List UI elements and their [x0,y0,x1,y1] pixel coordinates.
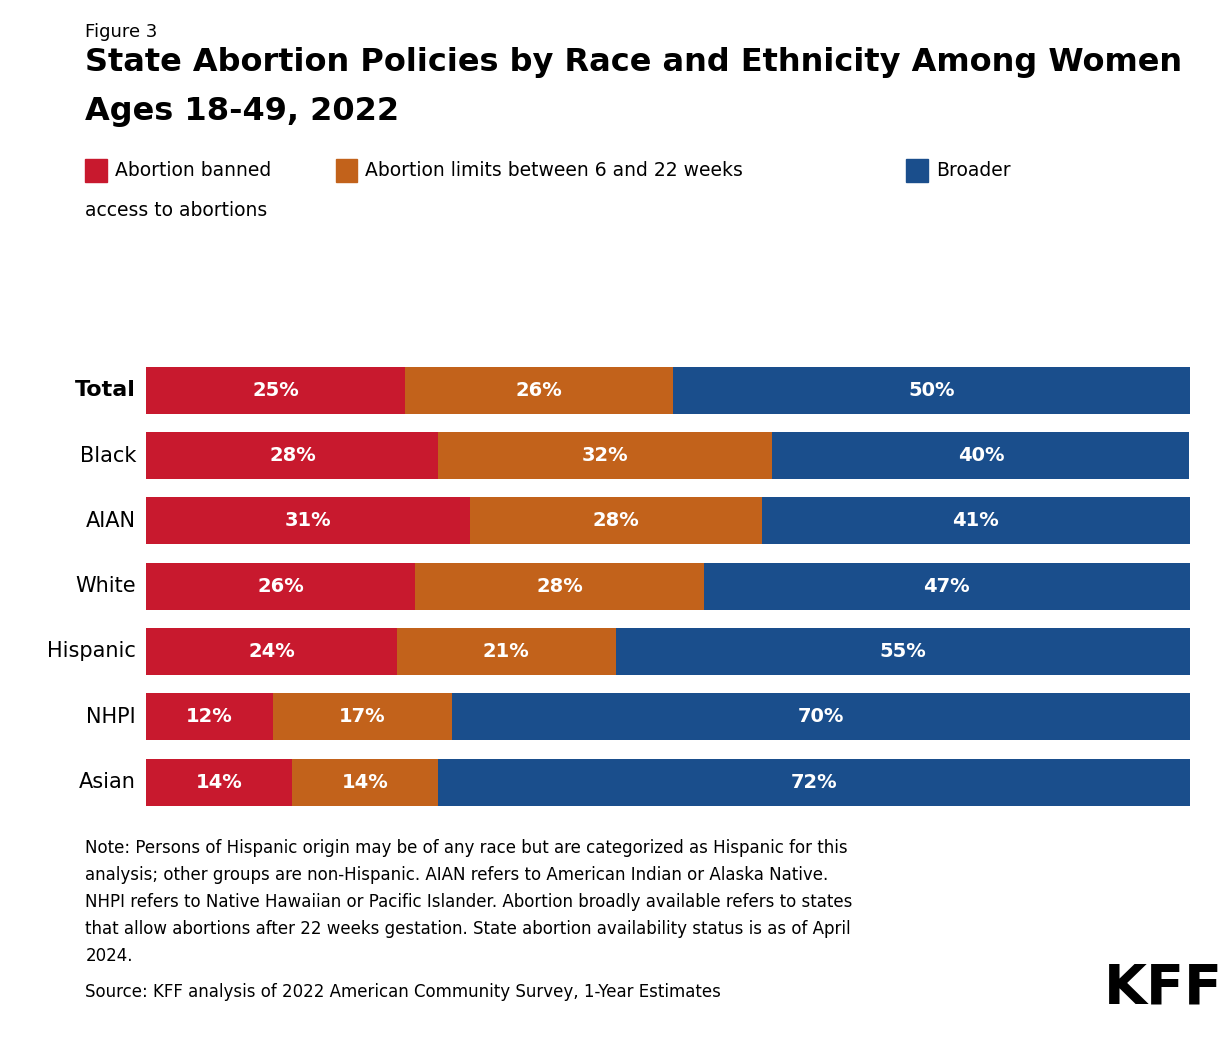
Bar [146,563,415,610]
Bar [772,432,1190,479]
Text: 12%: 12% [187,708,233,726]
Text: 25%: 25% [253,380,299,400]
Text: 2024.: 2024. [85,947,133,965]
Text: 28%: 28% [536,576,583,596]
Text: 28%: 28% [593,512,639,530]
Bar [673,367,1190,414]
Text: 31%: 31% [284,512,332,530]
Bar [415,563,704,610]
Bar [146,759,293,805]
Text: 14%: 14% [342,772,389,792]
Text: analysis; other groups are non-Hispanic. AIAN refers to American Indian or Alask: analysis; other groups are non-Hispanic.… [85,866,828,884]
Bar [761,497,1190,544]
Text: 24%: 24% [248,642,295,661]
Text: NHPI: NHPI [87,706,135,726]
Bar [396,628,616,675]
Text: that allow abortions after 22 weeks gestation. State abortion availability statu: that allow abortions after 22 weeks gest… [85,920,852,938]
Text: 40%: 40% [958,446,1004,465]
Text: KFF: KFF [1104,962,1220,1016]
Text: Source: KFF analysis of 2022 American Community Survey, 1-Year Estimates: Source: KFF analysis of 2022 American Co… [85,983,721,1000]
Text: 47%: 47% [924,576,970,596]
Text: 70%: 70% [798,708,844,726]
Bar [451,693,1190,740]
Text: 55%: 55% [880,642,926,661]
Bar [146,497,470,544]
Bar [616,628,1190,675]
Bar [273,693,451,740]
Text: AIAN: AIAN [85,511,135,530]
Text: State Abortion Policies by Race and Ethnicity Among Women: State Abortion Policies by Race and Ethn… [85,47,1182,78]
Bar [438,432,772,479]
Bar [146,432,438,479]
Bar [704,563,1190,610]
Text: Total: Total [76,380,135,400]
Text: Asian: Asian [79,772,135,792]
Text: Abortion banned: Abortion banned [115,162,271,180]
Text: 26%: 26% [257,576,304,596]
Bar [470,497,761,544]
Text: 41%: 41% [953,512,999,530]
Bar [146,367,405,414]
Text: 21%: 21% [483,642,529,661]
Bar [293,759,438,805]
Text: 50%: 50% [908,380,954,400]
Text: Abortion limits between 6 and 22 weeks: Abortion limits between 6 and 22 weeks [365,162,743,180]
Bar [146,628,396,675]
Text: NHPI refers to Native Hawaiian or Pacific Islander. Abortion broadly available r: NHPI refers to Native Hawaiian or Pacifi… [85,893,853,911]
Text: 32%: 32% [582,446,628,465]
Text: access to abortions: access to abortions [85,201,267,220]
Text: Ages 18-49, 2022: Ages 18-49, 2022 [85,96,399,127]
Text: Broader: Broader [936,162,1010,180]
Text: Note: Persons of Hispanic origin may be of any race but are categorized as Hispa: Note: Persons of Hispanic origin may be … [85,839,848,857]
Bar [405,367,673,414]
Text: 14%: 14% [196,772,243,792]
Text: 26%: 26% [516,380,562,400]
Bar [438,759,1190,805]
Text: Black: Black [79,446,135,466]
Text: White: White [76,576,135,596]
Text: 28%: 28% [270,446,316,465]
Text: Hispanic: Hispanic [48,642,135,662]
Bar [146,693,273,740]
Text: Figure 3: Figure 3 [85,23,157,41]
Text: 72%: 72% [791,772,837,792]
Text: 17%: 17% [339,708,386,726]
